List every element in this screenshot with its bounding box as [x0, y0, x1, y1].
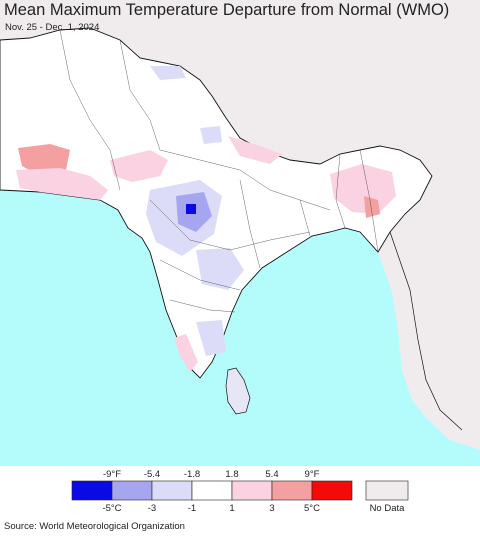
legend-no-data-label: No Data [370, 503, 406, 514]
source-credit: Source: World Meteorological Organizatio… [4, 521, 185, 532]
warm-patch-bangladesh [364, 196, 380, 218]
legend-swatch [191, 480, 233, 501]
legend-swatches [71, 480, 353, 501]
legend-tick-c: 3 [269, 503, 274, 514]
legend-tick-f: -5.4 [144, 469, 160, 480]
warm-patch-west [18, 144, 70, 176]
legend-tick-f: -1.8 [184, 469, 200, 480]
cold-spot [186, 204, 196, 214]
warm-patch-rajasthan [110, 150, 168, 182]
internal-borders [59, 29, 379, 313]
warm-patch-kerala [174, 334, 198, 372]
legend-tick-c: -1 [188, 503, 196, 514]
legend-swatch [271, 480, 313, 501]
sri-lanka [225, 367, 251, 415]
map-title: Mean Maximum Temperature Departure from … [4, 1, 450, 19]
color-legend: -9°F -5.4 -1.8 1.8 5.4 9°F -5°C -3 -1 1 … [71, 469, 409, 514]
legend-tick-f: 1.8 [225, 469, 238, 480]
legend-swatch [231, 480, 273, 501]
myanmar-coast [389, 231, 463, 431]
legend-tick-c: 5°C [304, 503, 320, 514]
cool-patch-north [150, 66, 186, 80]
legend-tick-c: -5°C [102, 503, 121, 514]
legend-tick-f: 5.4 [265, 469, 278, 480]
departure-map [0, 0, 480, 466]
legend-swatch [71, 480, 113, 501]
legend-swatch-no-data [365, 480, 409, 501]
legend-swatch [151, 480, 193, 501]
sea [0, 190, 480, 466]
cool-patch-nepal [200, 126, 222, 144]
legend-tick-f: 9°F [305, 469, 320, 480]
legend-swatch [311, 480, 353, 501]
cool-patch-deccan [196, 248, 244, 290]
warm-patch-pakistan [16, 168, 108, 200]
date-range: Nov. 25 - Dec. 1, 2024 [5, 22, 100, 33]
legend-swatch [111, 480, 153, 501]
legend-tick-f: -9°F [103, 469, 121, 480]
legend-tick-c: 1 [229, 503, 234, 514]
legend-tick-c: -3 [148, 503, 156, 514]
warm-patch-himalaya [228, 136, 282, 164]
legend-celsius-labels: -5°C -3 -1 1 3 5°C [102, 503, 320, 514]
cool-patch-south [196, 320, 226, 356]
warm-patch-northeast [330, 164, 396, 214]
legend-fahrenheit-labels: -9°F -5.4 -1.8 1.8 5.4 9°F [103, 469, 320, 480]
